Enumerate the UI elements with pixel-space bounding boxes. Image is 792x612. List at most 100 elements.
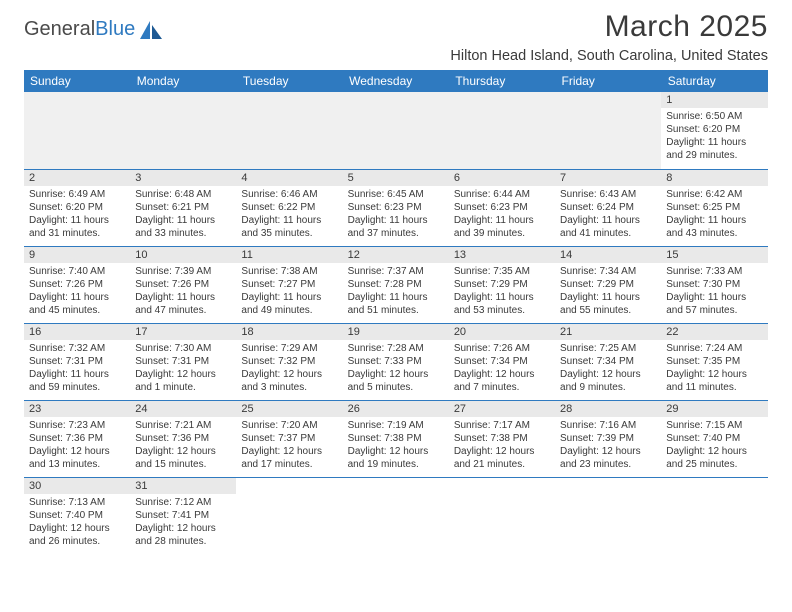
calendar-cell: [449, 92, 555, 169]
day-header: Saturday: [661, 70, 767, 92]
daylight-text: Daylight: 11 hours and 57 minutes.: [666, 291, 762, 317]
location-subtitle: Hilton Head Island, South Carolina, Unit…: [450, 48, 768, 64]
brand-logo: GeneralBlue: [24, 18, 164, 41]
calendar-body: 1Sunrise: 6:50 AMSunset: 6:20 PMDaylight…: [24, 92, 768, 554]
calendar-cell: 8Sunrise: 6:42 AMSunset: 6:25 PMDaylight…: [661, 169, 767, 246]
calendar-cell: 16Sunrise: 7:32 AMSunset: 7:31 PMDayligh…: [24, 323, 130, 400]
calendar-cell: 3Sunrise: 6:48 AMSunset: 6:21 PMDaylight…: [130, 169, 236, 246]
day-details: Sunrise: 7:34 AMSunset: 7:29 PMDaylight:…: [555, 263, 661, 319]
sunrise-text: Sunrise: 7:29 AM: [241, 342, 337, 355]
sunrise-text: Sunrise: 6:48 AM: [135, 188, 231, 201]
daylight-text: Daylight: 11 hours and 59 minutes.: [29, 368, 125, 394]
calendar-row: 30Sunrise: 7:13 AMSunset: 7:40 PMDayligh…: [24, 477, 768, 554]
calendar-cell: [343, 477, 449, 554]
calendar-cell: 2Sunrise: 6:49 AMSunset: 6:20 PMDaylight…: [24, 169, 130, 246]
day-details: Sunrise: 7:39 AMSunset: 7:26 PMDaylight:…: [130, 263, 236, 319]
sunset-text: Sunset: 7:31 PM: [29, 355, 125, 368]
sunrise-text: Sunrise: 7:26 AM: [454, 342, 550, 355]
calendar-cell: 31Sunrise: 7:12 AMSunset: 7:41 PMDayligh…: [130, 477, 236, 554]
sunset-text: Sunset: 6:23 PM: [454, 201, 550, 214]
day-details: Sunrise: 7:23 AMSunset: 7:36 PMDaylight:…: [24, 417, 130, 473]
calendar-cell: [343, 92, 449, 169]
calendar-cell: 26Sunrise: 7:19 AMSunset: 7:38 PMDayligh…: [343, 400, 449, 477]
calendar-cell: 29Sunrise: 7:15 AMSunset: 7:40 PMDayligh…: [661, 400, 767, 477]
sunrise-text: Sunrise: 7:12 AM: [135, 496, 231, 509]
day-number: 19: [343, 324, 449, 340]
calendar-row: 9Sunrise: 7:40 AMSunset: 7:26 PMDaylight…: [24, 246, 768, 323]
calendar-cell: 7Sunrise: 6:43 AMSunset: 6:24 PMDaylight…: [555, 169, 661, 246]
day-number: 22: [661, 324, 767, 340]
calendar-cell: 27Sunrise: 7:17 AMSunset: 7:38 PMDayligh…: [449, 400, 555, 477]
day-details: Sunrise: 6:45 AMSunset: 6:23 PMDaylight:…: [343, 186, 449, 242]
calendar-cell: 30Sunrise: 7:13 AMSunset: 7:40 PMDayligh…: [24, 477, 130, 554]
calendar-cell: [449, 477, 555, 554]
day-number: 29: [661, 401, 767, 417]
calendar-cell: [661, 477, 767, 554]
daylight-text: Daylight: 12 hours and 17 minutes.: [241, 445, 337, 471]
day-number: 11: [236, 247, 342, 263]
day-number: 26: [343, 401, 449, 417]
day-details: Sunrise: 6:46 AMSunset: 6:22 PMDaylight:…: [236, 186, 342, 242]
day-number: 8: [661, 170, 767, 186]
sunset-text: Sunset: 7:36 PM: [29, 432, 125, 445]
day-details: Sunrise: 7:25 AMSunset: 7:34 PMDaylight:…: [555, 340, 661, 396]
sunset-text: Sunset: 7:32 PM: [241, 355, 337, 368]
day-details: Sunrise: 7:30 AMSunset: 7:31 PMDaylight:…: [130, 340, 236, 396]
daylight-text: Daylight: 12 hours and 13 minutes.: [29, 445, 125, 471]
day-number: 5: [343, 170, 449, 186]
calendar-cell: 11Sunrise: 7:38 AMSunset: 7:27 PMDayligh…: [236, 246, 342, 323]
day-details: Sunrise: 7:12 AMSunset: 7:41 PMDaylight:…: [130, 494, 236, 550]
calendar-cell: 25Sunrise: 7:20 AMSunset: 7:37 PMDayligh…: [236, 400, 342, 477]
sunset-text: Sunset: 7:34 PM: [560, 355, 656, 368]
sunrise-text: Sunrise: 7:34 AM: [560, 265, 656, 278]
day-number: 14: [555, 247, 661, 263]
brand-part2: Blue: [95, 18, 135, 41]
day-details: Sunrise: 7:33 AMSunset: 7:30 PMDaylight:…: [661, 263, 767, 319]
daylight-text: Daylight: 12 hours and 7 minutes.: [454, 368, 550, 394]
sail-icon: [138, 19, 164, 41]
daylight-text: Daylight: 12 hours and 3 minutes.: [241, 368, 337, 394]
calendar-cell: 23Sunrise: 7:23 AMSunset: 7:36 PMDayligh…: [24, 400, 130, 477]
daylight-text: Daylight: 12 hours and 1 minute.: [135, 368, 231, 394]
sunset-text: Sunset: 7:26 PM: [135, 278, 231, 291]
day-details: Sunrise: 7:20 AMSunset: 7:37 PMDaylight:…: [236, 417, 342, 473]
calendar-row: 23Sunrise: 7:23 AMSunset: 7:36 PMDayligh…: [24, 400, 768, 477]
daylight-text: Daylight: 11 hours and 41 minutes.: [560, 214, 656, 240]
day-number: 30: [24, 478, 130, 494]
header: GeneralBlue March 2025 Hilton Head Islan…: [24, 10, 768, 64]
calendar-cell: 12Sunrise: 7:37 AMSunset: 7:28 PMDayligh…: [343, 246, 449, 323]
day-header: Sunday: [24, 70, 130, 92]
sunrise-text: Sunrise: 7:23 AM: [29, 419, 125, 432]
sunrise-text: Sunrise: 7:30 AM: [135, 342, 231, 355]
daylight-text: Daylight: 11 hours and 45 minutes.: [29, 291, 125, 317]
day-number: 1: [661, 92, 767, 108]
daylight-text: Daylight: 11 hours and 35 minutes.: [241, 214, 337, 240]
brand-part1: General: [24, 18, 95, 41]
calendar-cell: [130, 92, 236, 169]
daylight-text: Daylight: 12 hours and 25 minutes.: [666, 445, 762, 471]
calendar-cell: 28Sunrise: 7:16 AMSunset: 7:39 PMDayligh…: [555, 400, 661, 477]
sunrise-text: Sunrise: 7:19 AM: [348, 419, 444, 432]
day-details: Sunrise: 7:16 AMSunset: 7:39 PMDaylight:…: [555, 417, 661, 473]
day-number: 16: [24, 324, 130, 340]
day-details: Sunrise: 7:37 AMSunset: 7:28 PMDaylight:…: [343, 263, 449, 319]
daylight-text: Daylight: 12 hours and 15 minutes.: [135, 445, 231, 471]
calendar-cell: 22Sunrise: 7:24 AMSunset: 7:35 PMDayligh…: [661, 323, 767, 400]
calendar-cell: 13Sunrise: 7:35 AMSunset: 7:29 PMDayligh…: [449, 246, 555, 323]
calendar-cell: 9Sunrise: 7:40 AMSunset: 7:26 PMDaylight…: [24, 246, 130, 323]
sunrise-text: Sunrise: 6:44 AM: [454, 188, 550, 201]
day-header-row: SundayMondayTuesdayWednesdayThursdayFrid…: [24, 70, 768, 92]
month-title: March 2025: [450, 10, 768, 44]
calendar-cell: 24Sunrise: 7:21 AMSunset: 7:36 PMDayligh…: [130, 400, 236, 477]
day-number: 15: [661, 247, 767, 263]
day-details: Sunrise: 7:17 AMSunset: 7:38 PMDaylight:…: [449, 417, 555, 473]
day-number: 28: [555, 401, 661, 417]
sunrise-text: Sunrise: 7:35 AM: [454, 265, 550, 278]
daylight-text: Daylight: 11 hours and 55 minutes.: [560, 291, 656, 317]
calendar-cell: 21Sunrise: 7:25 AMSunset: 7:34 PMDayligh…: [555, 323, 661, 400]
calendar-cell: 20Sunrise: 7:26 AMSunset: 7:34 PMDayligh…: [449, 323, 555, 400]
sunrise-text: Sunrise: 7:17 AM: [454, 419, 550, 432]
day-details: Sunrise: 7:40 AMSunset: 7:26 PMDaylight:…: [24, 263, 130, 319]
sunset-text: Sunset: 7:41 PM: [135, 509, 231, 522]
day-number: 31: [130, 478, 236, 494]
